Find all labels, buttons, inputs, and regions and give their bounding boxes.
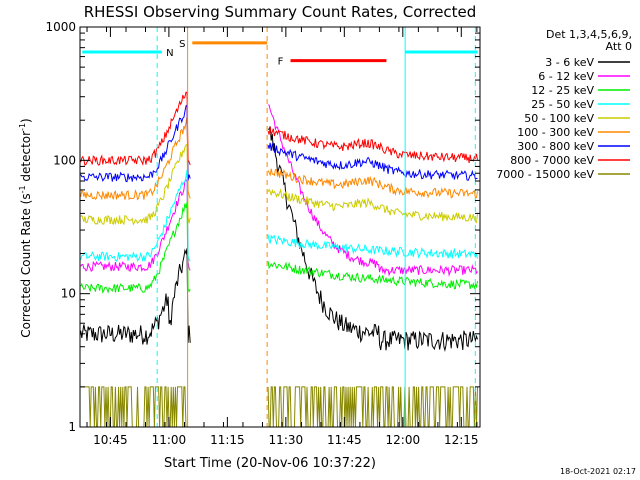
y-tick-label: 100 — [53, 153, 76, 167]
state-bar-label-2: F — [278, 57, 284, 68]
legend-label-7: 800 - 7000 keV — [510, 154, 594, 167]
legend-header-detectors: Det 1,3,4,5,6,9, — [546, 28, 632, 41]
x-tick-label: 11:30 — [269, 433, 304, 447]
y-axis-label: Corrected Count Rate (s-1 detector-1) — [18, 118, 33, 337]
series-line-3 — [80, 169, 478, 263]
x-tick-label: 12:15 — [444, 433, 479, 447]
legend-label-6: 300 - 800 keV — [517, 140, 594, 153]
y-tick-label: 1000 — [45, 20, 76, 34]
chart-title: RHESSI Observing Summary Count Rates, Co… — [84, 3, 477, 21]
series-line-0 — [80, 126, 478, 352]
series-line-7 — [80, 91, 478, 166]
legend-label-1: 6 - 12 keV — [538, 70, 594, 83]
state-bar-label-1: S — [179, 39, 185, 50]
axes: 1 10 100 1000 10:45 11:00 11:15 11:30 11:45 12:00… — [45, 20, 480, 447]
x-tick-label: 11:45 — [327, 433, 362, 447]
x-tick-label: 11:15 — [210, 433, 245, 447]
plot-frame — [79, 26, 481, 428]
legend-label-2: 12 - 25 keV — [531, 84, 594, 97]
footer-timestamp: 18-Oct-2021 02:17 — [560, 467, 636, 476]
x-tick-label: 12:00 — [386, 433, 421, 447]
series-line-6 — [80, 104, 478, 183]
y-tick-label: 10 — [61, 287, 76, 301]
legend-label-0: 3 - 6 keV — [545, 56, 594, 69]
series-line-1 — [80, 104, 478, 277]
state-bar-label-0: N — [166, 48, 173, 59]
x-tick-label: 10:45 — [93, 433, 128, 447]
series-line-2 — [80, 201, 478, 294]
legend-label-4: 50 - 100 keV — [524, 112, 594, 125]
series-line-4 — [80, 143, 478, 226]
x-tick-label: 11:00 — [152, 433, 187, 447]
legend-label-8: 7000 - 15000 keV — [496, 168, 594, 181]
series-line-5 — [80, 117, 478, 201]
legend-label-5: 100 - 300 keV — [517, 126, 594, 139]
plot-area: NS F — [80, 27, 478, 428]
legend-header-attenuator: Att 0 — [606, 40, 632, 53]
legend-label-3: 25 - 50 keV — [531, 98, 594, 111]
y-tick-label: 1 — [68, 420, 76, 434]
x-axis-label: Start Time (20-Nov-06 10:37:22) — [164, 456, 376, 471]
